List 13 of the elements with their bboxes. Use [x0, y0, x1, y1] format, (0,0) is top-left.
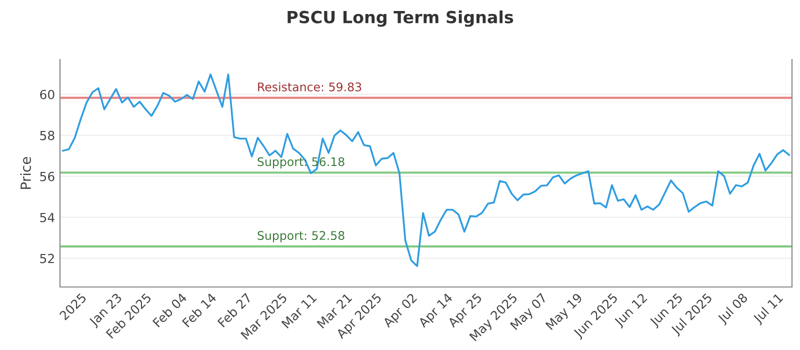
ref-line-label: Resistance: 59.83 — [258, 82, 362, 92]
y-tick-label: 60 — [40, 90, 54, 100]
chart-title: PSCU Long Term Signals — [288, 10, 514, 27]
x-tick-label: Jul 08 — [716, 292, 750, 326]
ref-line-label: Support: 52.58 — [258, 231, 344, 242]
x-tick-label: Jul 11 — [752, 292, 785, 326]
x-tick-label: Apr 02 — [382, 292, 419, 330]
y-tick-label: 54 — [40, 212, 54, 222]
y-tick-label: 56 — [40, 172, 54, 182]
y-axis-title: Price — [20, 157, 31, 189]
line-series — [62, 74, 790, 267]
y-tick-label: 58 — [40, 130, 54, 140]
y-tick-label: 52 — [40, 254, 54, 264]
